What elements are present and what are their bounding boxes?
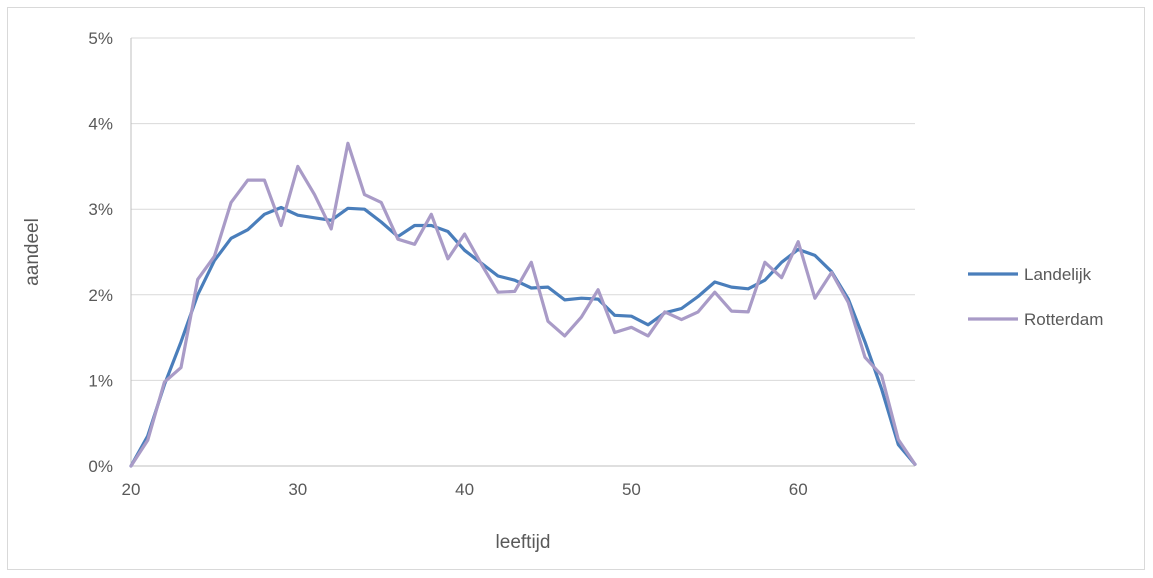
legend-label-rotterdam: Rotterdam bbox=[1024, 310, 1103, 329]
gridlines bbox=[131, 37, 915, 381]
y-tick-label: 5% bbox=[88, 29, 113, 48]
y-tick-label: 2% bbox=[88, 286, 113, 305]
y-tick-label: 1% bbox=[88, 371, 113, 390]
y-tick-label: 4% bbox=[88, 115, 113, 134]
tick-labels: 0% 1% 2% 3% 4% 5% 20 30 40 50 60 bbox=[88, 29, 807, 499]
y-tick-label: 0% bbox=[88, 457, 113, 476]
legend: Landelijk Rotterdam bbox=[968, 265, 1103, 329]
x-tick-label: 60 bbox=[789, 480, 808, 499]
axes bbox=[130, 38, 915, 467]
x-axis-title: leeftijd bbox=[496, 532, 551, 553]
series-line-landelijk bbox=[129, 205, 917, 468]
series-lines bbox=[129, 141, 917, 468]
y-axis-title: aandeel bbox=[22, 218, 43, 286]
x-tick-label: 50 bbox=[622, 480, 641, 499]
series-line-rotterdam bbox=[129, 141, 917, 468]
x-tick-label: 40 bbox=[455, 480, 474, 499]
y-tick-label: 3% bbox=[88, 200, 113, 219]
x-tick-label: 30 bbox=[288, 480, 307, 499]
legend-label-landelijk: Landelijk bbox=[1024, 265, 1092, 284]
x-tick-label: 20 bbox=[122, 480, 141, 499]
